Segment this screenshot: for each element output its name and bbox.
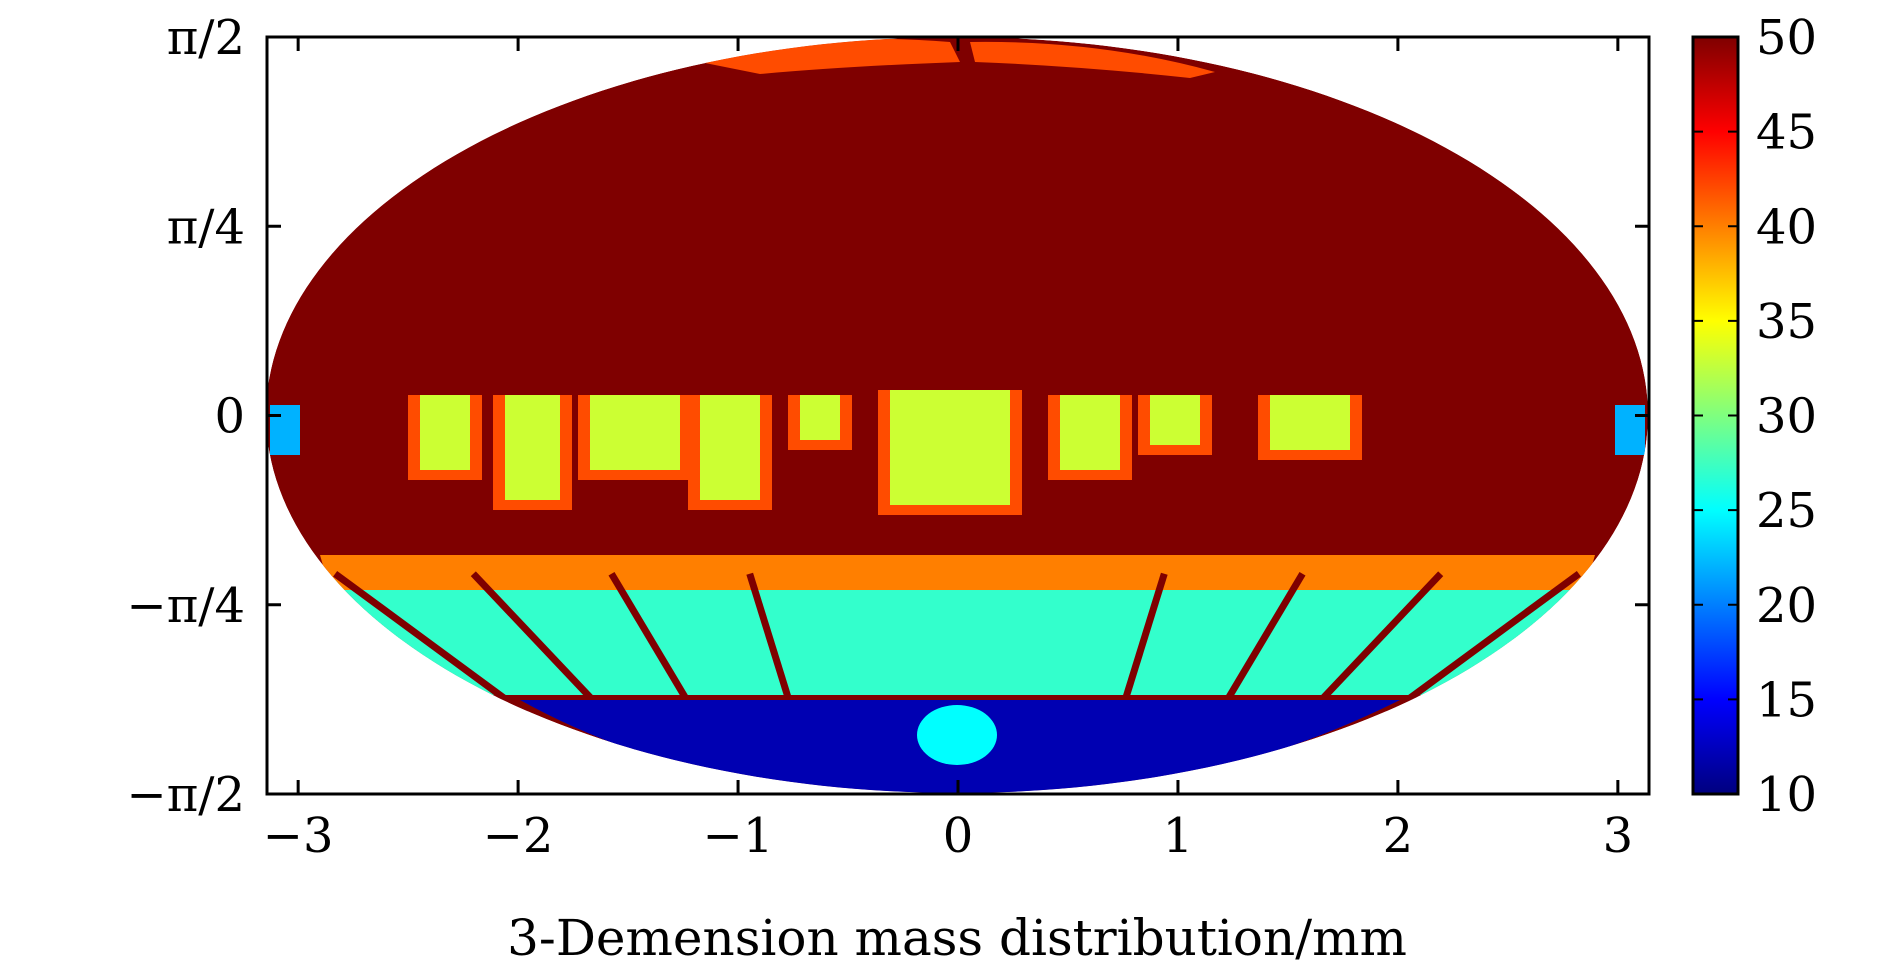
colorbar-tick-label: 35 <box>1756 294 1817 350</box>
colorbar-tick-label: 40 <box>1756 199 1817 255</box>
x-tick-label: −3 <box>263 808 334 864</box>
region-equatorial-band <box>1270 395 1350 450</box>
x-axis-title: 3-Demension mass distribution/mm <box>507 909 1407 967</box>
y-tick-label: −π/2 <box>127 767 245 823</box>
x-axis: −3 −2 −1 0 1 2 3 <box>263 37 1633 864</box>
region-north-pole-cap-east <box>970 41 1215 78</box>
x-tick-label: 1 <box>1163 808 1194 864</box>
x-tick-label: 3 <box>1603 808 1634 864</box>
colorbar-tick-label: 25 <box>1756 483 1817 539</box>
region-equatorial-edge-east <box>1615 405 1645 455</box>
y-tick-label: π/2 <box>167 10 245 66</box>
colorbar-tick-label: 30 <box>1756 389 1817 445</box>
region-equatorial-edge-west <box>270 405 300 455</box>
x-tick-label: −2 <box>483 808 554 864</box>
region-south-polar-ring <box>917 705 997 765</box>
y-tick-label: 0 <box>214 389 245 445</box>
y-axis: π/2 π/4 0 −π/4 −π/2 <box>127 10 1649 823</box>
colorbar-tick-label: 45 <box>1756 105 1817 161</box>
region-equatorial-band <box>590 395 680 470</box>
x-tick-label: 2 <box>1383 808 1414 864</box>
y-tick-label: π/4 <box>167 199 245 255</box>
region-southern-mid-latitudes <box>330 580 1585 695</box>
y-tick-label: −π/4 <box>127 578 245 634</box>
region-equatorial-band <box>800 395 840 440</box>
colorbar-tick-label: 20 <box>1756 578 1817 634</box>
x-tick-label: −1 <box>703 808 774 864</box>
region-southern-transition <box>320 555 1595 590</box>
colorbar-tick-label: 10 <box>1756 767 1817 823</box>
x-tick-label: 0 <box>943 808 974 864</box>
region-equatorial-band <box>1150 395 1200 445</box>
region-equatorial-band <box>890 390 1010 505</box>
colorbar-tick-label: 50 <box>1756 10 1817 66</box>
region-equatorial-band <box>1060 395 1120 470</box>
heatmap-ellipse <box>266 37 1648 793</box>
colorbar-tick-label: 15 <box>1756 672 1817 728</box>
colorbar-ticks: 10 15 20 25 30 35 40 45 50 <box>1693 10 1817 823</box>
region-equatorial-band <box>505 395 560 500</box>
region-equatorial-band <box>700 395 760 500</box>
region-equatorial-band <box>420 395 470 470</box>
